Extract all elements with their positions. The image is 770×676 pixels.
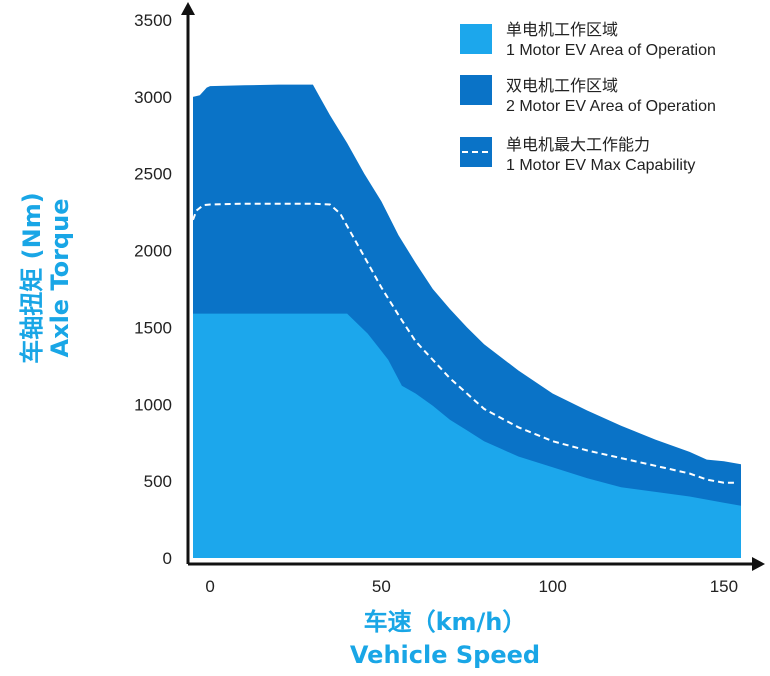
y-tick-label: 2000: [134, 242, 172, 261]
x-tick-label: 0: [205, 577, 214, 596]
y-tick-label: 1000: [134, 395, 172, 414]
legend-label-en: 1 Motor EV Area of Operation: [506, 42, 716, 59]
y-tick-label: 0: [163, 549, 172, 568]
y-axis-title-cn: 车轴扭矩 (Nm): [18, 192, 46, 363]
legend-label-cn: 单电机最大工作能力: [506, 136, 650, 154]
legend-item-1-motor-area: 单电机工作区域 1 Motor EV Area of Operation: [460, 21, 716, 59]
area-1-motor: [193, 313, 741, 558]
line-1-motor-max-capability: [192, 202, 735, 484]
y-axis-title-en: Axle Torque: [46, 199, 74, 358]
legend-label-cn: 单电机工作区域: [506, 21, 618, 39]
legend: 单电机工作区域 1 Motor EV Area of Operation 双电机…: [460, 21, 716, 174]
x-tick-label: 150: [710, 577, 738, 596]
y-tick-label: 500: [144, 472, 172, 491]
x-tick-label: 50: [372, 577, 391, 596]
legend-label-en: 1 Motor EV Max Capability: [506, 157, 695, 174]
legend-label-cn: 双电机工作区域: [506, 77, 618, 95]
legend-label-en: 2 Motor EV Area of Operation: [506, 98, 716, 115]
legend-swatch-1-motor-area: [460, 24, 492, 54]
x-axis-title-en: Vehicle Speed: [350, 641, 540, 669]
tick-labels: 0 500 1000 1500 2000 2500 3000 3500 0 50 100 150: [134, 11, 738, 596]
legend-item-2-motor-area: 双电机工作区域 2 Motor EV Area of Operation: [460, 75, 716, 115]
y-tick-label: 3500: [134, 11, 172, 30]
x-tick-label: 100: [538, 577, 566, 596]
y-tick-label: 1500: [134, 318, 172, 337]
chart-areas: [192, 84, 741, 558]
legend-item-1-motor-max: 单电机最大工作能力 1 Motor EV Max Capability: [460, 136, 695, 174]
x-axis-arrow-icon: [752, 557, 765, 571]
y-tick-label: 3000: [134, 88, 172, 107]
x-axis-title-cn: 车速（km/h）: [364, 608, 527, 636]
chart-axes: [181, 2, 765, 571]
y-axis-arrow-icon: [181, 2, 195, 15]
y-tick-label: 2500: [134, 165, 172, 184]
legend-swatch-2-motor-area: [460, 75, 492, 105]
